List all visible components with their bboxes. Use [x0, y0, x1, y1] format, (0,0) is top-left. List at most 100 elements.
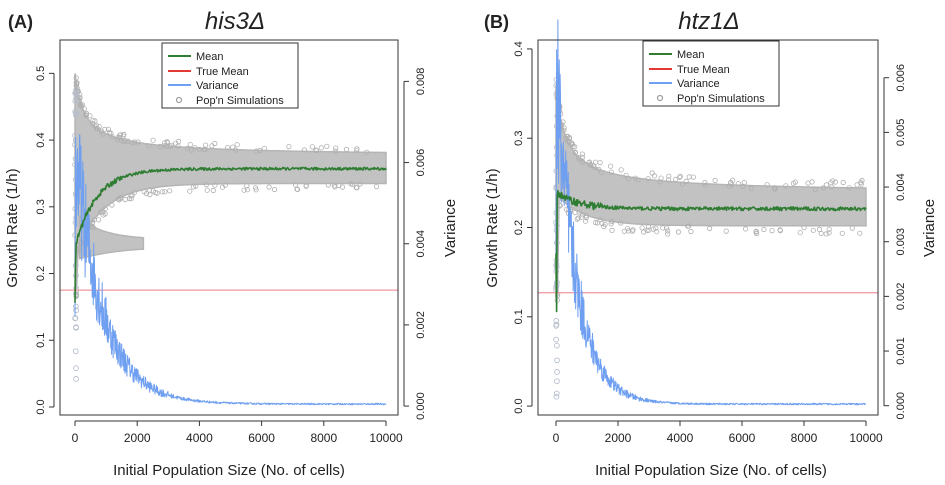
simulation-point [649, 170, 655, 176]
simulation-point [748, 185, 755, 191]
chart-title-b: htz1Δ [678, 8, 739, 35]
simulation-outlier [72, 111, 79, 118]
simulation-point [212, 182, 218, 188]
simulation-envelope-lower [78, 214, 145, 260]
x-tick-label: 8000 [310, 431, 337, 445]
simulation-point [572, 150, 578, 156]
simulation-point [176, 138, 182, 144]
simulation-point [608, 221, 614, 227]
axes-a: 0 2000 4000 6000 8000 10000 0.0 0.1 0.2 0.3 0.4 0.5… [35, 66, 427, 445]
simulation-point [339, 184, 346, 190]
simulation-point [89, 221, 95, 227]
simulation-point [162, 140, 168, 146]
simulation-point [575, 215, 581, 221]
plot-frame-b [537, 39, 879, 416]
legend-b: Mean True Mean Variance Pop'n Simulation… [642, 40, 780, 107]
legend-box-b [642, 40, 780, 107]
y2-axis-label-a: Variance [442, 199, 459, 257]
simulation-point [679, 181, 686, 187]
y-tick-label: 0.2 [35, 266, 47, 281]
legend-swatch-simulations-a [175, 96, 183, 104]
simulation-point [108, 130, 114, 136]
legend-a: Mean True Mean Variance Pop'n Simulation… [161, 42, 299, 109]
x-tick-label: 10000 [849, 431, 883, 445]
simulation-point [141, 189, 147, 195]
simulation-point [132, 189, 138, 195]
simulation-point [210, 187, 216, 194]
simulation-point [630, 227, 636, 233]
simulation-point [313, 147, 319, 153]
simulation-point [150, 137, 156, 143]
simulation-outlier [554, 378, 560, 385]
simulation-point [115, 134, 121, 140]
simulation-point [93, 126, 100, 132]
simulation-point [81, 106, 87, 112]
simulation-point [797, 230, 803, 236]
plot-frame-a [59, 39, 399, 416]
simulation-point [73, 293, 79, 300]
panel-a: (A) his3Δ 0 2000 4000 6000 8000 10000 0.0 0.1 0.… [4, 8, 459, 479]
y-tick-label: 0.0 [513, 398, 525, 413]
simulation-point [742, 226, 749, 232]
simulation-point [771, 185, 778, 191]
simulation-point [333, 145, 339, 151]
simulation-point [73, 75, 79, 81]
y-axis-label-b: Growth Rate (1/h) [484, 168, 501, 287]
simulation-point [102, 211, 108, 217]
x-tick-label: 6000 [729, 431, 756, 445]
simulation-point [566, 136, 572, 142]
legend-label-true-mean-b: True Mean [677, 64, 730, 76]
simulation-point [723, 228, 729, 234]
simulation-point [812, 187, 819, 193]
chart-title-a: his3Δ [205, 8, 265, 35]
axes-b: 0 2000 4000 6000 8000 10000 0.0 0.1 0.2 0.3 0.4 0.0… [513, 41, 907, 445]
simulation-point [625, 176, 632, 182]
x-axis-label-a: Initial Population Size (No. of cells) [113, 462, 345, 479]
simulation-point [826, 226, 832, 232]
simulation-point [683, 178, 689, 184]
y-tick-label: 0.4 [513, 41, 525, 56]
simulation-point [646, 227, 652, 233]
simulation-point [777, 228, 783, 234]
simulation-point [832, 179, 839, 185]
y2-tick-label: 0.000 [415, 392, 427, 420]
simulation-point [343, 146, 350, 152]
simulation-point [353, 148, 360, 154]
simulation-point [252, 185, 259, 191]
simulation-outlier [73, 109, 80, 116]
simulation-point [607, 163, 614, 169]
simulation-point [644, 227, 650, 234]
simulation-point [688, 228, 694, 235]
simulation-point [829, 184, 835, 190]
x-tick-label: 4000 [186, 431, 213, 445]
simulation-point [753, 228, 759, 234]
simulation-point [582, 218, 589, 224]
simulation-outlier [73, 365, 79, 371]
y-tick-label: 0.1 [35, 333, 47, 348]
simulation-point [303, 182, 309, 188]
simulation-point [121, 131, 127, 137]
simulation-point [105, 126, 112, 132]
simulation-point [122, 137, 128, 144]
simulation-point [162, 143, 168, 149]
x-tick-label: 4000 [667, 431, 694, 445]
y-tick-label: 0.2 [513, 220, 525, 235]
simulation-outlier [553, 318, 560, 324]
simulation-point [253, 148, 259, 154]
simulation-point [617, 220, 624, 226]
legend-label-simulations-a: Pop'n Simulations [196, 95, 284, 107]
simulation-point [204, 187, 210, 193]
simulation-point [76, 94, 82, 101]
simulation-point [557, 203, 563, 209]
variance-line [555, 19, 867, 406]
simulation-point [167, 188, 173, 194]
legend-label-simulations-b: Pop'n Simulations [677, 93, 765, 105]
simulation-point [109, 134, 115, 140]
simulation-point [810, 227, 816, 233]
simulation-point [159, 189, 165, 195]
simulation-point [654, 229, 660, 235]
simulation-point [78, 101, 84, 108]
simulation-point [318, 145, 324, 151]
simulation-point [253, 187, 259, 193]
simulation-point [823, 231, 829, 237]
